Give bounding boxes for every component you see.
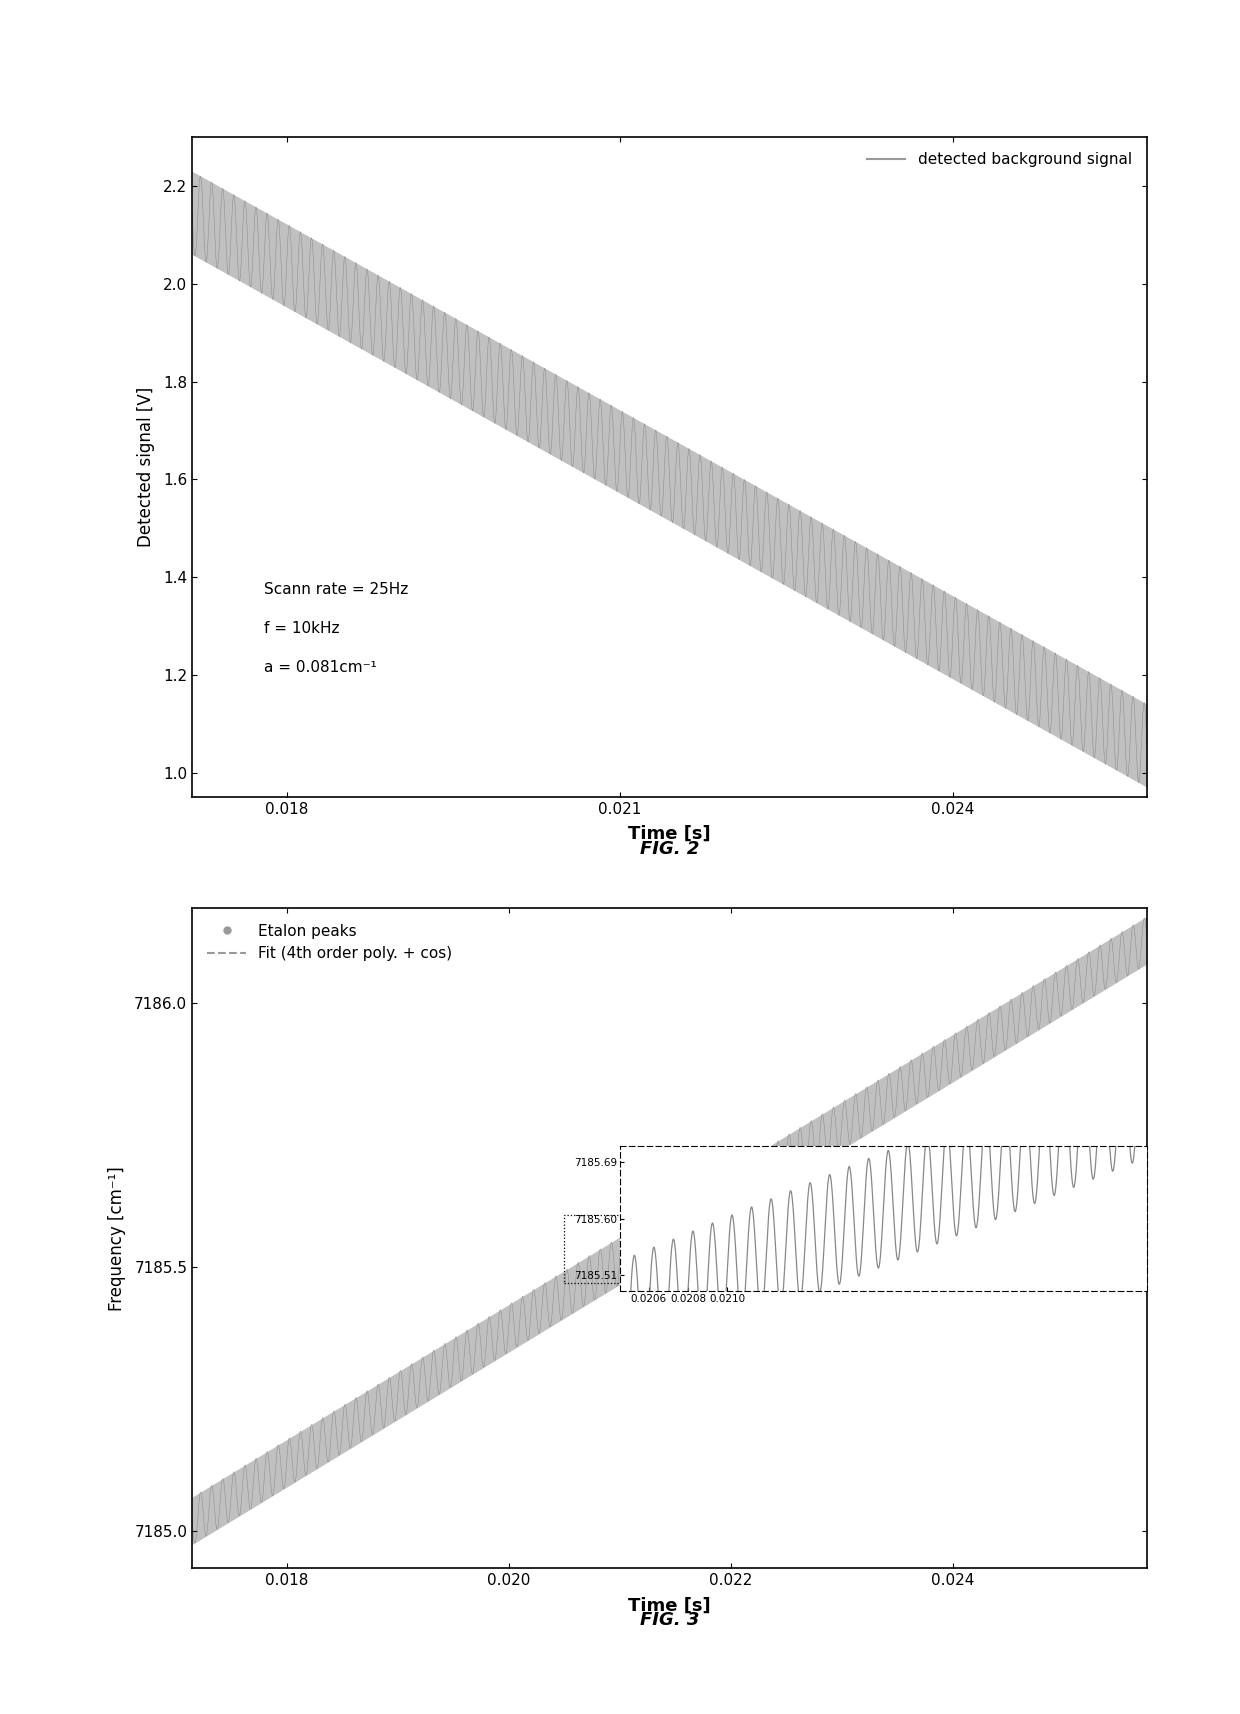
Text: FIG. 3: FIG. 3 <box>640 1611 699 1630</box>
Text: f = 10kHz: f = 10kHz <box>264 620 340 636</box>
X-axis label: Time [s]: Time [s] <box>629 824 711 843</box>
Y-axis label: Detected signal [V]: Detected signal [V] <box>136 387 155 547</box>
Legend: detected background signal: detected background signal <box>859 144 1140 175</box>
Legend: Etalon peaks, Fit (4th order poly. + cos): Etalon peaks, Fit (4th order poly. + cos… <box>200 915 460 968</box>
Text: FIG. 2: FIG. 2 <box>640 840 699 859</box>
Y-axis label: Frequency [cm⁻¹]: Frequency [cm⁻¹] <box>108 1166 126 1311</box>
Text: Scann rate = 25Hz: Scann rate = 25Hz <box>264 581 409 596</box>
Text: a = 0.081cm⁻¹: a = 0.081cm⁻¹ <box>264 660 377 675</box>
X-axis label: Time [s]: Time [s] <box>629 1596 711 1615</box>
Bar <box>564 1215 764 1284</box>
